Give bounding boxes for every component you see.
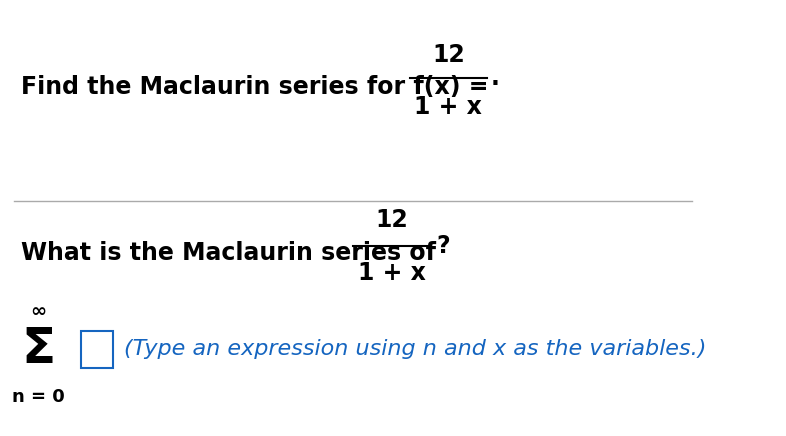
Text: 12: 12 xyxy=(376,208,408,232)
Text: 1 + x: 1 + x xyxy=(414,95,483,119)
Text: Find the Maclaurin series for f(x) =: Find the Maclaurin series for f(x) = xyxy=(21,75,497,99)
Text: 12: 12 xyxy=(432,42,465,67)
Text: (Type an expression using n and x as the variables.): (Type an expression using n and x as the… xyxy=(123,339,706,359)
Text: What is the Maclaurin series of: What is the Maclaurin series of xyxy=(21,241,444,265)
Text: ∞: ∞ xyxy=(31,302,47,321)
FancyBboxPatch shape xyxy=(81,331,113,368)
Text: ?: ? xyxy=(436,234,450,259)
Text: n = 0: n = 0 xyxy=(13,388,65,406)
Text: .: . xyxy=(490,66,500,91)
Text: Σ: Σ xyxy=(22,325,56,373)
Text: 1 + x: 1 + x xyxy=(358,260,426,285)
